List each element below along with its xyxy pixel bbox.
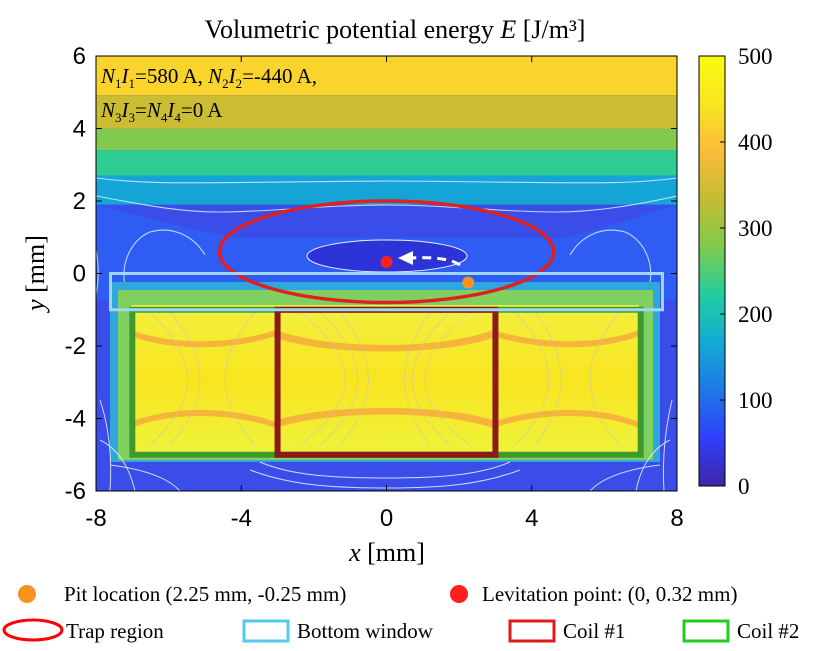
- colorbar-tick-label: 300: [738, 216, 773, 241]
- legend-levitation-label: Levitation point: (0, 0.32 mm): [482, 582, 737, 606]
- colorbar-tick-label: 0: [738, 474, 750, 499]
- coil-field-lines: [149, 311, 621, 446]
- y-tick-label: -4: [65, 406, 86, 433]
- x-tick-label: 8: [670, 505, 683, 532]
- y-tick-label: 2: [73, 188, 86, 215]
- annotation-line-1: N1I1=580 A, N2I2=-440 A,: [100, 64, 317, 91]
- upper-contours: [96, 177, 677, 301]
- y-tick-label: 0: [73, 261, 86, 288]
- colorbar-ticks: 500 400 300 200 100 0: [720, 44, 773, 499]
- colorbar-tick-label: 400: [738, 130, 773, 155]
- chart-title: Volumetric potential energy E [J/m³]: [205, 15, 586, 44]
- y-tick-label: -6: [65, 478, 86, 505]
- colorbar-tick-label: 200: [738, 302, 773, 327]
- legend-coil2-marker: [682, 619, 730, 643]
- legend-coil1-label: Coil #1: [563, 619, 625, 643]
- colorbar-tick-label: 100: [738, 388, 773, 413]
- pit-location-marker: [462, 276, 475, 289]
- legend: Pit location (2.25 mm, -0.25 mm) Levitat…: [2, 582, 799, 643]
- y-tick-label: -2: [65, 333, 86, 360]
- arrow-head: [398, 251, 413, 265]
- energy-band-0: [96, 56, 677, 96]
- y-tick-label: 4: [73, 116, 86, 143]
- colorbar: [698, 55, 726, 487]
- legend-trap-marker: [2, 618, 64, 642]
- legend-coil1-marker: [508, 619, 556, 643]
- x-axis-label: x [mm]: [348, 538, 425, 567]
- annotation-line-2: N3I3=N4I4=0 A: [100, 98, 223, 125]
- y-axis-label: y [mm]: [21, 235, 50, 314]
- colorbar-tick-label: 500: [738, 44, 773, 69]
- background-bands: [96, 56, 677, 205]
- y-tick-label: 6: [73, 43, 86, 70]
- x-axis-ticks: -8 -4 0 4 8: [85, 56, 684, 532]
- legend-pit-label: Pit location (2.25 mm, -0.25 mm): [64, 582, 346, 606]
- legend-levitation-marker: [450, 585, 468, 603]
- energy-band-3: [96, 150, 677, 176]
- y-axis-ticks: 6 4 2 0 -2 -4 -6: [65, 43, 677, 505]
- current-annotation: N1I1=580 A, N2I2=-440 A, N3I3=N4I4=0 A: [100, 64, 317, 125]
- legend-pit-marker: [18, 585, 36, 603]
- legend-coil2-label: Coil #2: [737, 619, 799, 643]
- x-tick-label: -8: [85, 505, 106, 532]
- legend-window-marker: [242, 619, 290, 643]
- bottom-window-outline: [109, 272, 664, 312]
- plot-area: [96, 56, 677, 491]
- trap-region-ellipse: [217, 199, 556, 305]
- energy-band-2: [96, 128, 677, 151]
- pit-to-levitation-arrow: [409, 256, 461, 267]
- coil-pads: [131, 305, 639, 452]
- energy-band-1: [96, 95, 677, 129]
- bottom-field-lines: [99, 399, 673, 491]
- x-tick-label: 0: [380, 505, 393, 532]
- legend-trap-label: Trap region: [66, 619, 164, 643]
- legend-window-label: Bottom window: [297, 619, 434, 643]
- x-tick-label: -4: [231, 505, 252, 532]
- levitation-point-marker: [380, 255, 393, 268]
- x-tick-label: 4: [525, 505, 538, 532]
